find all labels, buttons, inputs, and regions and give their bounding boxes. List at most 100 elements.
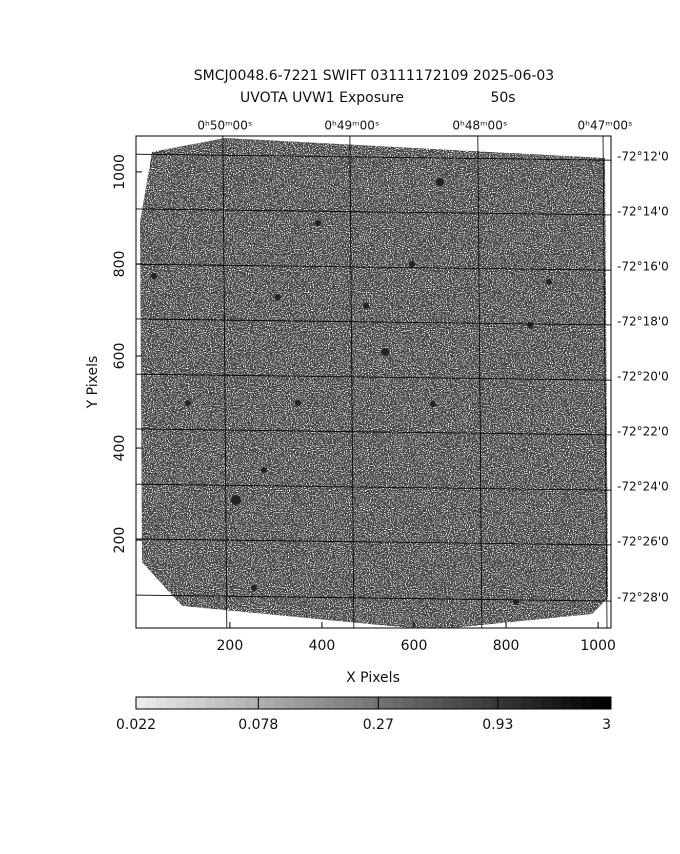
y-tick-label: 400 — [112, 435, 128, 462]
star — [295, 400, 301, 406]
speckle — [140, 138, 608, 628]
colorbar-step — [462, 697, 473, 709]
star — [430, 401, 436, 407]
ra-grid-line — [222, 135, 228, 629]
star — [315, 220, 321, 226]
colorbar-step — [512, 697, 523, 709]
colorbar-step — [284, 697, 295, 709]
y-axis-label: Y Pixels — [85, 356, 101, 410]
x2-tick-label: 0ʰ48ᵐ00ˢ — [452, 119, 507, 133]
star — [527, 322, 533, 328]
colorbar-step — [225, 697, 236, 709]
star — [185, 400, 191, 406]
chart-subtitle: UVOTA UVW1 Exposure — [240, 90, 404, 106]
ra-grid-line — [349, 135, 355, 629]
colorbar-step — [264, 697, 276, 709]
colorbar-step — [591, 697, 602, 709]
dec-grid-line — [135, 318, 612, 326]
y2-tick-label: -72°18'0 — [617, 314, 669, 328]
dec-grid-line — [135, 263, 612, 271]
dec-grid-line — [135, 538, 612, 546]
colorbar-step — [561, 697, 572, 709]
ra-grid-line — [602, 135, 608, 629]
y2-tick-label: -72°22'0 — [617, 424, 669, 438]
chart-title: SMCJ0048.6-7221 SWIFT 03111172109 2025-0… — [194, 68, 554, 84]
colorbar-step — [304, 697, 315, 709]
colorbar-step — [165, 697, 177, 709]
colorbar-step — [215, 697, 226, 709]
dec-grid-line — [135, 153, 612, 161]
colorbar-step — [244, 697, 256, 709]
colorbar-step — [254, 697, 266, 709]
x-tick-label: 200 — [217, 638, 244, 654]
colorbar-step — [274, 697, 285, 709]
colorbar-step — [531, 697, 543, 709]
plot-frame — [135, 135, 612, 629]
colorbar-step — [432, 697, 444, 709]
colorbar-step — [195, 697, 206, 709]
colorbar-step — [185, 697, 196, 709]
colorbar-step — [136, 697, 147, 709]
colorbar-step — [521, 697, 533, 709]
colorbar-step — [294, 697, 305, 709]
star — [261, 467, 267, 473]
star — [231, 495, 241, 505]
x-axis-label: X Pixels — [346, 670, 400, 686]
colorbar-step — [442, 697, 454, 709]
y2-tick-label: -72°20'0 — [617, 370, 669, 384]
colorbar-tick-label: 0.27 — [363, 717, 394, 733]
star — [546, 279, 552, 285]
x-tick-label: 400 — [309, 638, 336, 654]
x2-tick-label: 0ʰ50ᵐ00ˢ — [197, 119, 252, 133]
colorbar-step — [541, 697, 553, 709]
colorbar-step — [314, 697, 325, 709]
y2-tick-label: -72°24'0 — [617, 480, 669, 494]
y-tick-label: 600 — [112, 343, 128, 370]
colorbar-step — [234, 697, 246, 709]
colorbar-step — [482, 697, 493, 709]
colorbar-step — [502, 697, 513, 709]
star — [251, 585, 257, 591]
y-tick-label: 200 — [112, 527, 128, 554]
star — [151, 273, 157, 279]
colorbar-step — [333, 697, 345, 709]
colorbar-tick-label: 0.078 — [238, 717, 278, 733]
star — [363, 303, 369, 309]
colorbar-step — [601, 697, 612, 709]
colorbar-step — [363, 697, 374, 709]
y2-tick-label: -72°14'0 — [617, 204, 669, 218]
dec-grid-line — [135, 208, 612, 216]
star — [513, 599, 519, 605]
colorbar-step — [155, 697, 167, 709]
colorbar-step — [422, 697, 434, 709]
y2-tick-label: -72°12'0 — [617, 150, 669, 164]
colorbar-tick-label: 0.93 — [482, 717, 513, 733]
colorbar-step — [393, 697, 404, 709]
star — [409, 261, 415, 267]
colorbar-step — [472, 697, 483, 709]
colorbar-step — [324, 697, 335, 709]
x-tick-label: 1000 — [580, 638, 616, 654]
y-tick-label: 800 — [112, 251, 128, 278]
colorbar-tick-label: 0.022 — [116, 717, 156, 733]
colorbar: 0.022 0.078 0.27 0.93 3 — [116, 696, 612, 733]
colorbar-step — [343, 697, 355, 709]
ra-grid-line — [477, 135, 483, 629]
y2-tick-label: -72°26'0 — [617, 534, 669, 548]
x-tick-label: 600 — [401, 638, 428, 654]
exposure: 50s — [490, 90, 515, 106]
colorbar-step — [205, 697, 216, 709]
dec-grid-line — [135, 483, 612, 491]
y-tick-label: 1000 — [112, 154, 128, 190]
colorbar-step — [383, 697, 394, 709]
y2-tick-label: -72°16'0 — [617, 260, 669, 274]
colorbar-step — [145, 697, 157, 709]
colorbar-step — [413, 697, 424, 709]
y2-tick-label: -72°28'0 — [617, 591, 669, 605]
colorbar-step — [403, 697, 414, 709]
star — [275, 294, 281, 300]
colorbar-step — [551, 697, 563, 709]
colorbar-tick-label: 3 — [602, 717, 611, 733]
dec-grid-line — [135, 594, 612, 602]
